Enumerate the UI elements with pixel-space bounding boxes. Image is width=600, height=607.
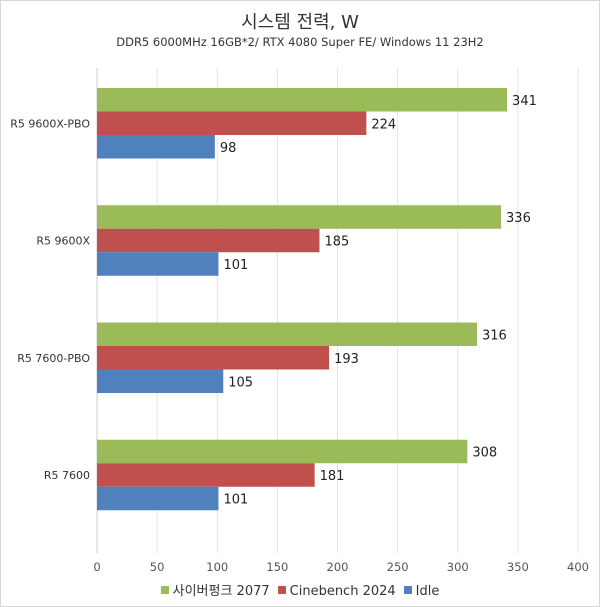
legend-label: Idle: [415, 584, 440, 599]
data-label: 98: [220, 141, 237, 156]
x-tick-label: 50: [150, 560, 165, 574]
legend-swatch: [403, 586, 412, 594]
x-tick-label: 400: [567, 560, 589, 574]
category-label: R5 9600X-PBO: [10, 117, 90, 130]
x-tick-label: 250: [387, 560, 409, 574]
x-tick-label: 200: [327, 560, 349, 574]
bar: [97, 346, 330, 370]
x-tick-label: 0: [93, 560, 100, 574]
bar: [97, 322, 477, 346]
legend-item: Idle: [403, 584, 440, 599]
x-tick-label: 100: [206, 560, 228, 574]
category-label: R5 7600-PBO: [17, 352, 90, 365]
legend-item: Cinebench 2024: [277, 584, 396, 599]
x-tick-label: 350: [507, 560, 529, 574]
data-label: 224: [371, 117, 396, 132]
bar: [97, 135, 215, 159]
bar: [97, 111, 367, 135]
x-tick-label: 300: [447, 560, 469, 574]
bar: [97, 228, 320, 253]
data-label: 341: [512, 94, 537, 109]
bar: [97, 205, 502, 229]
data-label: 308: [472, 446, 497, 461]
bar: [97, 252, 219, 276]
category-label: R5 7600: [44, 469, 90, 482]
category-label: R5 9600X: [36, 235, 90, 248]
legend-item: 사이버펑크 2077: [160, 580, 270, 599]
x-tick-label: 150: [266, 560, 288, 574]
legend-label: Cinebench 2024: [289, 584, 396, 599]
data-label: 316: [482, 328, 507, 343]
data-label: 181: [320, 469, 345, 484]
bar: [97, 486, 219, 511]
bar: [97, 88, 508, 112]
data-label: 101: [223, 493, 248, 508]
legend-swatch: [277, 586, 286, 594]
bar: [97, 369, 224, 393]
bar: [97, 463, 315, 487]
data-label: 105: [228, 375, 253, 390]
chart-legend: 사이버펑크 2077 Cinebench 2024 Idle: [0, 580, 600, 599]
data-label: 185: [324, 235, 349, 250]
data-label: 336: [506, 211, 531, 226]
legend-swatch: [160, 586, 169, 594]
bar: [97, 439, 468, 464]
chart-title: 시스템 전력, W: [241, 12, 359, 33]
data-label: 101: [223, 258, 248, 273]
legend-label: 사이버펑크 2077: [172, 584, 270, 599]
chart-subtitle: DDR5 6000MHz 16GB*2/ RTX 4080 Super FE/ …: [116, 35, 484, 49]
data-label: 193: [334, 352, 359, 367]
